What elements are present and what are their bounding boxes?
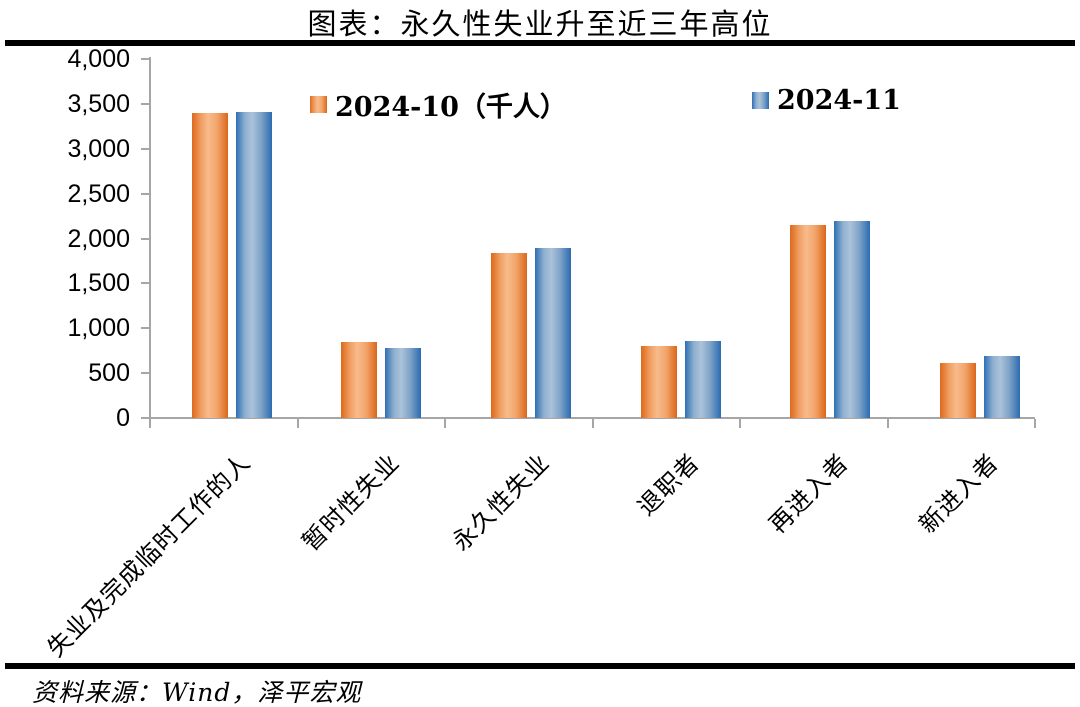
bar-2024-11-cat3	[684, 340, 721, 418]
y-axis-tick-label: 1,000	[67, 314, 130, 343]
bar-2024-10-cat4	[790, 225, 827, 418]
top-rule	[5, 40, 1075, 46]
y-axis-tick	[141, 417, 150, 419]
x-axis-tick	[296, 419, 299, 428]
y-axis-tick	[141, 372, 150, 375]
bar-2024-10-cat1	[341, 341, 378, 418]
legend-item-2024-10: 2024-10（千人）	[310, 85, 567, 124]
x-axis-tick	[444, 419, 446, 428]
y-axis-tick-label: 3,500	[67, 89, 130, 118]
bar-2024-11-cat5	[984, 356, 1020, 418]
bottom-rule	[5, 663, 1075, 669]
bar-2024-10-cat3	[640, 346, 677, 418]
bar-2024-10-cat2	[490, 252, 527, 418]
source-text: 资料来源：Wind，泽平宏观	[32, 678, 362, 707]
legend-swatch-orange-icon	[310, 96, 327, 113]
x-axis-line	[150, 417, 1035, 419]
y-axis-tick-label: 2,500	[67, 179, 130, 208]
legend-swatch-blue-icon	[752, 92, 769, 109]
bar-2024-10-cat5	[940, 363, 976, 418]
bar-2024-11-cat2	[534, 248, 571, 418]
y-axis-tick	[141, 327, 150, 330]
y-axis-tick	[141, 102, 150, 105]
x-axis-tick	[149, 419, 151, 428]
bar-2024-11-cat4	[834, 221, 871, 418]
y-axis-tick	[141, 237, 150, 240]
y-axis-tick-label: 4,000	[67, 45, 130, 73]
y-axis-tick	[141, 147, 150, 150]
chart-title: 图表：永久性失业升至近三年高位	[307, 7, 773, 41]
y-axis-tick-label: 3,000	[67, 134, 130, 163]
bar-2024-11-cat1	[385, 347, 422, 418]
y-axis-tick	[141, 282, 150, 285]
y-axis-tick	[141, 58, 150, 60]
legend-label-2024-11: 2024-11	[777, 85, 901, 116]
legend-item-2024-11: 2024-11	[752, 85, 901, 116]
y-axis-line	[149, 57, 151, 427]
x-axis-tick	[886, 419, 889, 428]
x-axis-tick	[591, 419, 594, 428]
y-axis-tick-label: 2,000	[67, 224, 130, 253]
x-axis-tick	[1034, 419, 1036, 428]
y-axis-tick-label: 1,500	[67, 269, 130, 298]
x-axis-tick	[739, 419, 741, 428]
y-axis-tick	[141, 192, 150, 195]
y-axis-tick-label: 0	[116, 404, 130, 432]
legend-label-2024-10: 2024-10（千人）	[335, 92, 567, 123]
bar-2024-10-cat0	[191, 112, 228, 418]
bar-2024-11-cat0	[235, 111, 272, 418]
y-axis-tick-label: 500	[88, 359, 130, 388]
